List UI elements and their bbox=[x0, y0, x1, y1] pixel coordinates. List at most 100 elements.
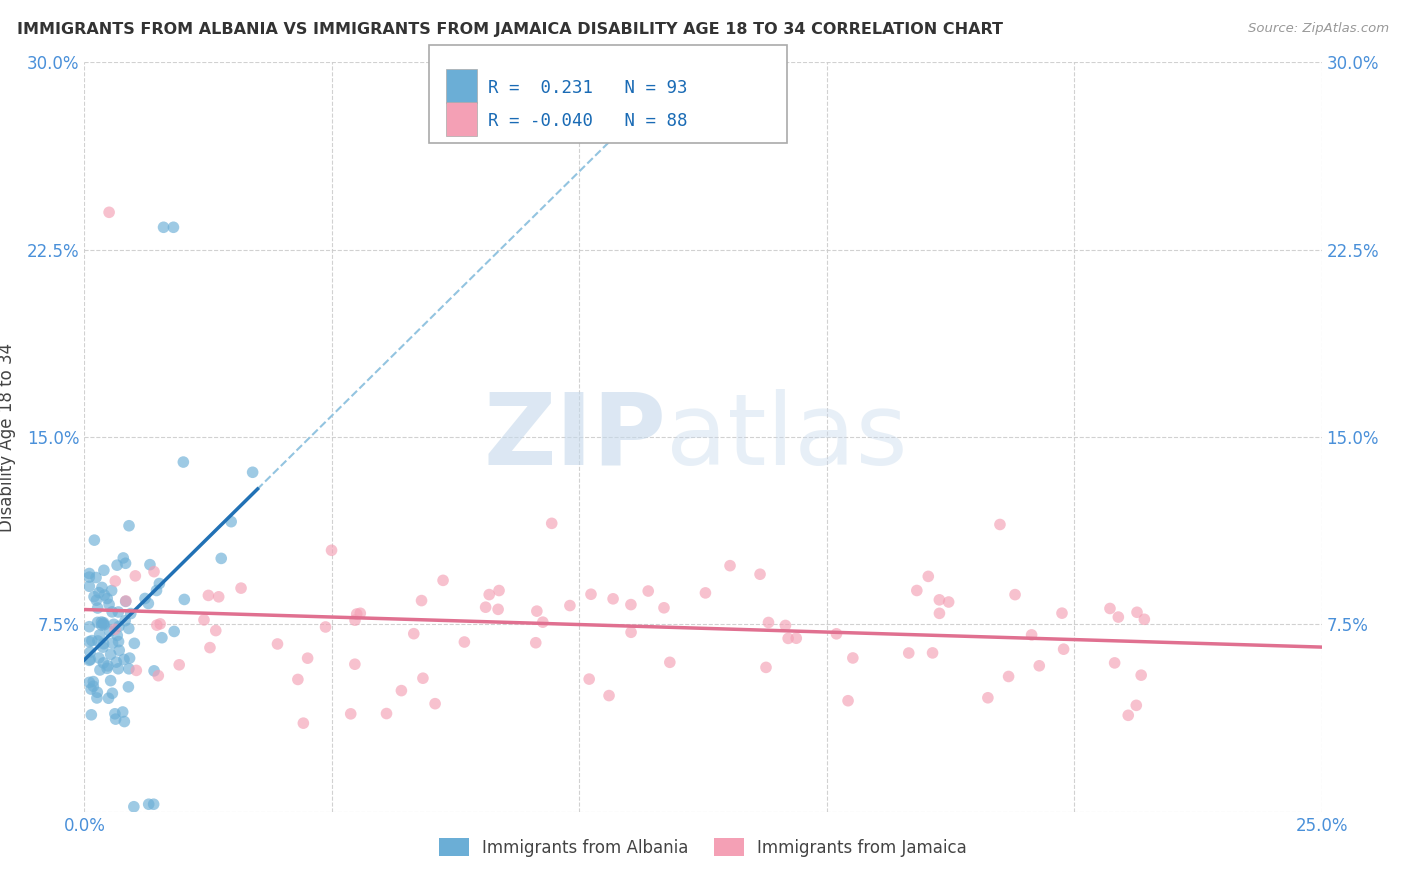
Immigrants from Albania bbox=[100, 673, 122, 688]
Immigrants from Jamaica bbox=[167, 657, 190, 672]
Immigrants from Jamaica bbox=[208, 590, 231, 604]
Immigrants from Albania bbox=[112, 652, 135, 666]
Immigrants from Jamaica bbox=[229, 581, 252, 595]
Immigrants from Jamaica bbox=[620, 625, 643, 640]
Immigrants from Albania bbox=[104, 712, 127, 726]
Immigrants from Albania bbox=[122, 799, 145, 814]
Immigrants from Jamaica bbox=[905, 583, 928, 598]
Immigrants from Albania bbox=[209, 551, 232, 566]
Immigrants from Albania bbox=[93, 563, 115, 577]
Immigrants from Albania bbox=[138, 797, 160, 812]
Immigrants from Albania bbox=[117, 680, 139, 694]
Immigrants from Jamaica bbox=[540, 516, 562, 531]
Immigrants from Albania bbox=[79, 620, 101, 634]
Immigrants from Jamaica bbox=[1130, 668, 1153, 682]
Immigrants from Jamaica bbox=[652, 600, 675, 615]
Immigrants from Albania bbox=[112, 550, 135, 565]
Immigrants from Jamaica bbox=[938, 595, 960, 609]
Immigrants from Albania bbox=[96, 591, 118, 606]
Immigrants from Albania bbox=[100, 583, 122, 598]
Immigrants from Jamaica bbox=[375, 706, 398, 721]
Immigrants from Albania bbox=[83, 533, 105, 548]
Immigrants from Albania bbox=[219, 515, 242, 529]
Immigrants from Albania bbox=[79, 675, 101, 690]
Immigrants from Jamaica bbox=[266, 637, 288, 651]
Immigrants from Albania bbox=[105, 558, 128, 573]
Immigrants from Albania bbox=[150, 631, 173, 645]
Immigrants from Albania bbox=[82, 674, 104, 689]
Legend: Immigrants from Albania, Immigrants from Jamaica: Immigrants from Albania, Immigrants from… bbox=[433, 832, 973, 863]
Immigrants from Jamaica bbox=[921, 646, 943, 660]
Immigrants from Albania bbox=[107, 662, 129, 676]
Immigrants from Albania bbox=[90, 618, 112, 632]
Immigrants from Albania bbox=[101, 686, 124, 700]
Immigrants from Jamaica bbox=[453, 635, 475, 649]
Immigrants from Albania bbox=[87, 651, 110, 665]
Immigrants from Albania bbox=[108, 643, 131, 657]
Immigrants from Jamaica bbox=[837, 694, 859, 708]
Immigrants from Albania bbox=[98, 624, 121, 639]
Immigrants from Jamaica bbox=[718, 558, 741, 573]
Immigrants from Jamaica bbox=[558, 599, 581, 613]
Immigrants from Jamaica bbox=[1028, 658, 1050, 673]
Immigrants from Albania bbox=[101, 605, 124, 619]
Text: atlas: atlas bbox=[666, 389, 907, 485]
Immigrants from Jamaica bbox=[193, 613, 215, 627]
Immigrants from Jamaica bbox=[579, 587, 602, 601]
Immigrants from Albania bbox=[87, 634, 110, 648]
Immigrants from Albania bbox=[97, 691, 120, 706]
Immigrants from Jamaica bbox=[287, 673, 309, 687]
Immigrants from Jamaica bbox=[104, 574, 127, 588]
Immigrants from Albania bbox=[118, 662, 141, 676]
Immigrants from Jamaica bbox=[292, 716, 315, 731]
Immigrants from Albania bbox=[112, 714, 135, 729]
Immigrants from Albania bbox=[100, 648, 122, 662]
Immigrants from Jamaica bbox=[842, 651, 865, 665]
Immigrants from Albania bbox=[90, 615, 112, 629]
Immigrants from Jamaica bbox=[104, 623, 127, 637]
Immigrants from Jamaica bbox=[315, 620, 337, 634]
Immigrants from Albania bbox=[134, 591, 156, 606]
Immigrants from Albania bbox=[142, 797, 165, 812]
Y-axis label: Disability Age 18 to 34: Disability Age 18 to 34 bbox=[0, 343, 15, 532]
Immigrants from Albania bbox=[91, 616, 114, 631]
Immigrants from Jamaica bbox=[598, 689, 620, 703]
Immigrants from Albania bbox=[86, 593, 108, 607]
Immigrants from Jamaica bbox=[928, 592, 950, 607]
Immigrants from Albania bbox=[93, 656, 115, 670]
Immigrants from Jamaica bbox=[1052, 642, 1074, 657]
Immigrants from Jamaica bbox=[778, 632, 800, 646]
Immigrants from Jamaica bbox=[1133, 612, 1156, 626]
Immigrants from Albania bbox=[148, 576, 170, 591]
Immigrants from Jamaica bbox=[389, 683, 412, 698]
Immigrants from Jamaica bbox=[1021, 628, 1043, 642]
Immigrants from Jamaica bbox=[478, 588, 501, 602]
Immigrants from Albania bbox=[79, 653, 101, 667]
Immigrants from Albania bbox=[96, 661, 118, 675]
Immigrants from Jamaica bbox=[928, 607, 950, 621]
Immigrants from Albania bbox=[91, 640, 114, 655]
Immigrants from Albania bbox=[242, 465, 264, 479]
Immigrants from Jamaica bbox=[146, 618, 169, 632]
Immigrants from Albania bbox=[87, 585, 110, 599]
Immigrants from Albania bbox=[86, 601, 108, 615]
Immigrants from Jamaica bbox=[620, 598, 643, 612]
Immigrants from Jamaica bbox=[115, 594, 138, 608]
Immigrants from Albania bbox=[107, 634, 129, 648]
Immigrants from Albania bbox=[93, 618, 115, 632]
Immigrants from Jamaica bbox=[343, 657, 366, 672]
Immigrants from Albania bbox=[152, 220, 174, 235]
Text: Source: ZipAtlas.com: Source: ZipAtlas.com bbox=[1249, 22, 1389, 36]
Immigrants from Jamaica bbox=[412, 671, 434, 685]
Immigrants from Jamaica bbox=[474, 600, 496, 615]
Immigrants from Jamaica bbox=[488, 583, 510, 598]
Immigrants from Albania bbox=[114, 594, 136, 608]
Immigrants from Jamaica bbox=[695, 586, 717, 600]
Immigrants from Jamaica bbox=[897, 646, 920, 660]
Immigrants from Albania bbox=[84, 570, 107, 584]
Immigrants from Jamaica bbox=[197, 588, 219, 602]
Immigrants from Albania bbox=[79, 652, 101, 666]
Immigrants from Jamaica bbox=[1050, 606, 1073, 620]
Immigrants from Albania bbox=[120, 607, 142, 621]
Immigrants from Jamaica bbox=[977, 690, 1000, 705]
